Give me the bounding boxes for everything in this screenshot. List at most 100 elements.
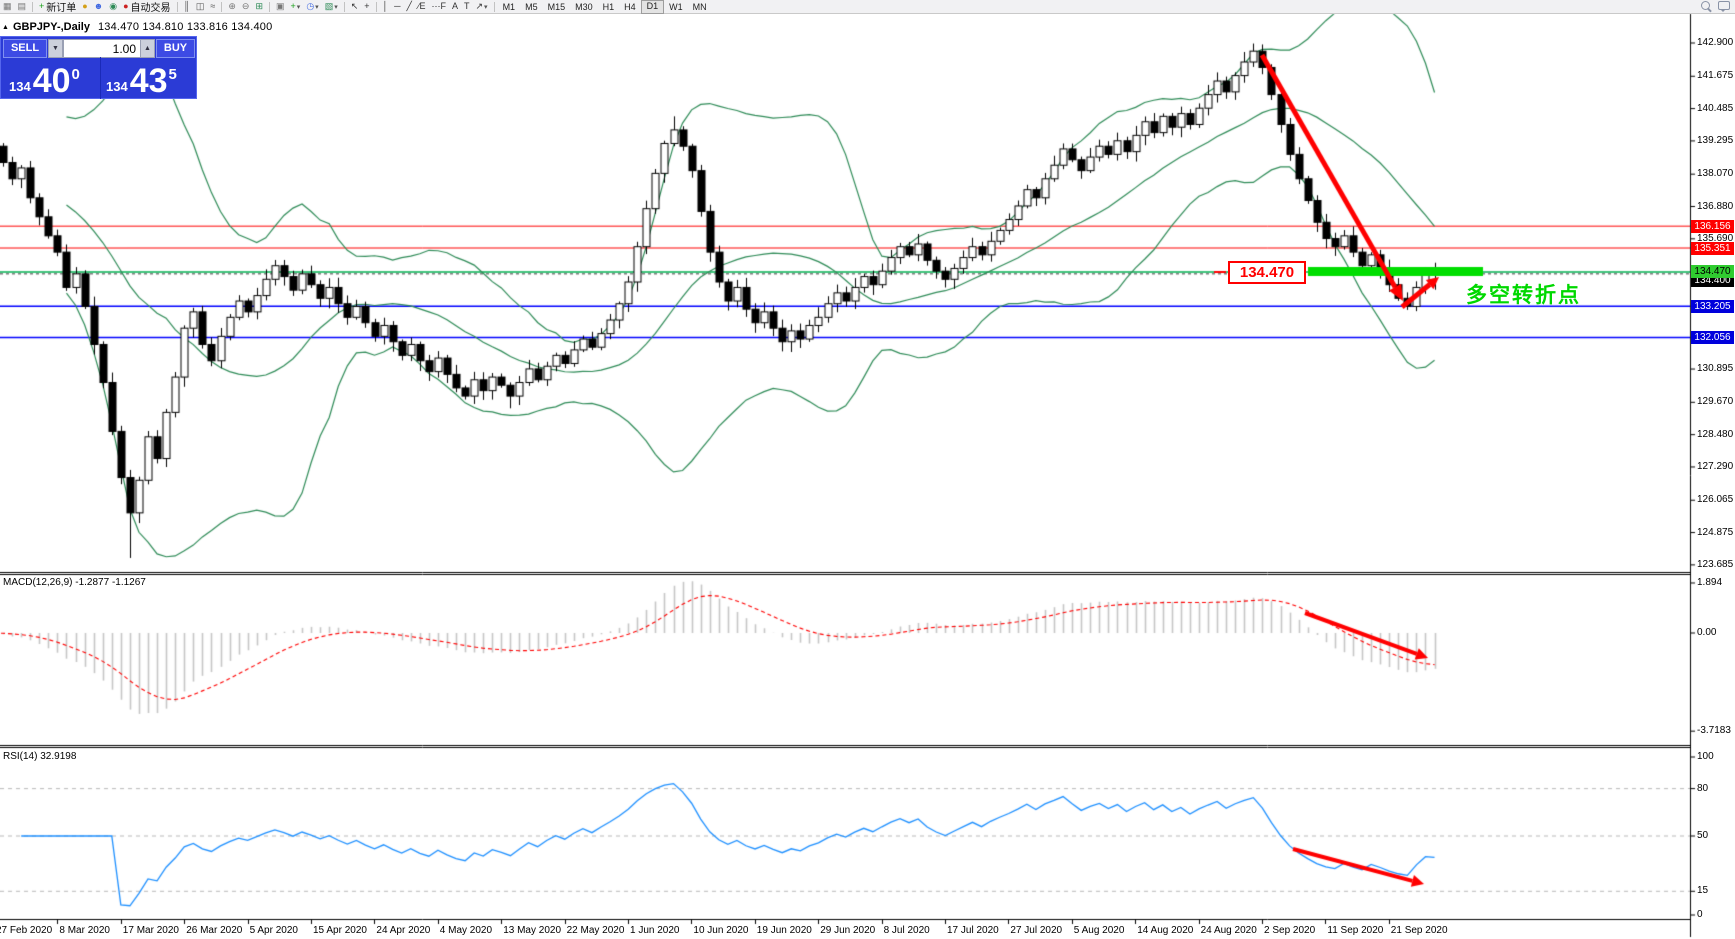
timeframe-m5[interactable]: M5 bbox=[525, 1, 538, 12]
price-tick-label: 126.065 bbox=[1697, 494, 1734, 506]
crosshair-tool-button[interactable]: + bbox=[361, 1, 372, 13]
volume-input[interactable] bbox=[63, 39, 141, 58]
price-tick-label: 129.670 bbox=[1697, 396, 1734, 408]
volume-increase-button[interactable]: ▲ bbox=[140, 39, 155, 58]
price-line-badge: 135.351 bbox=[1691, 241, 1734, 255]
timeframe-h4[interactable]: H4 bbox=[624, 1, 636, 12]
buy-button[interactable]: BUY bbox=[156, 39, 195, 58]
price-tick-label: 128.480 bbox=[1697, 428, 1734, 440]
sell-button[interactable]: SELL bbox=[3, 39, 47, 58]
toolbar-right bbox=[1701, 1, 1730, 12]
market-watch-button[interactable]: ● bbox=[79, 1, 90, 13]
arrows-tool-button[interactable]: ↗ ▾ bbox=[473, 1, 491, 13]
fibonacci-tool-button[interactable]: ⋯F bbox=[428, 1, 449, 13]
price-tick-label: 139.295 bbox=[1697, 134, 1734, 146]
chart-profiles-button[interactable]: ▤ bbox=[15, 1, 30, 13]
price-line-badge: 133.205 bbox=[1691, 299, 1734, 313]
date-axis-label: 29 Jun 2020 bbox=[820, 925, 876, 936]
rsi-axis-label: 50 bbox=[1697, 830, 1709, 841]
toolbar-separator bbox=[176, 1, 178, 12]
timeframe-h1[interactable]: H1 bbox=[602, 1, 615, 12]
auto-arrange-button[interactable]: ▣ bbox=[273, 1, 288, 13]
new-chart-button[interactable]: ▦ bbox=[0, 1, 15, 13]
text-tool-icon: A bbox=[451, 1, 458, 11]
trendline-tool-button[interactable]: ╱ bbox=[404, 1, 415, 13]
equidistant-channel-tool-button[interactable]: ∕E bbox=[415, 1, 429, 13]
chevron-down-icon: ▾ bbox=[484, 3, 488, 11]
sell-price[interactable]: 134 40 0 bbox=[9, 57, 80, 99]
indicators-button[interactable]: + ▾ bbox=[288, 1, 304, 13]
chart-ohlc-values: 134.470 134.810 133.816 134.400 bbox=[97, 21, 273, 33]
text-tool-button[interactable]: A bbox=[449, 1, 461, 13]
toolbar-separator bbox=[221, 1, 223, 12]
chevron-down-icon: ▾ bbox=[334, 3, 338, 11]
bar-chart-mode-button[interactable]: ║ bbox=[181, 1, 193, 13]
navigator-button[interactable]: ☻ bbox=[91, 1, 106, 13]
timeframe-w1[interactable]: W1 bbox=[669, 1, 683, 12]
rsi-indicator-label: RSI(14) 32.9198 bbox=[3, 751, 77, 762]
zoom-out-button[interactable]: ⊖ bbox=[239, 1, 253, 13]
signals-icon: ◉ bbox=[109, 1, 118, 11]
zoom-in-icon: ⊕ bbox=[228, 1, 236, 11]
templates-button[interactable]: ▧ ▾ bbox=[322, 1, 341, 13]
date-axis-label: 4 May 2020 bbox=[439, 925, 493, 936]
new-order-button[interactable]: + 新订单 bbox=[36, 1, 79, 14]
date-axis-label: 22 May 2020 bbox=[566, 925, 625, 936]
templates-icon: ▧ bbox=[324, 1, 334, 11]
cursor-tool-button[interactable]: ↖ bbox=[348, 1, 362, 13]
macd-axis-label: 1.894 bbox=[1697, 576, 1723, 588]
price-tick-label: 140.485 bbox=[1697, 102, 1734, 114]
indicators-icon: + bbox=[290, 1, 296, 11]
signals-button[interactable]: ◉ bbox=[106, 1, 120, 13]
horizontal-line-tool-button[interactable]: ─ bbox=[391, 1, 403, 13]
price-tick-label: 135.690 bbox=[1697, 232, 1734, 244]
macd-axis-label: -3.7183 bbox=[1697, 725, 1731, 737]
candlestick-mode-button[interactable]: ◫ bbox=[193, 1, 208, 13]
macd-axis-label: 0.00 bbox=[1697, 627, 1717, 638]
timeframe-m30[interactable]: M30 bbox=[575, 1, 593, 12]
date-axis-label: 1 Jun 2020 bbox=[630, 925, 680, 936]
chat-icon[interactable] bbox=[1718, 1, 1730, 12]
periods-button[interactable]: ◷ ▾ bbox=[303, 1, 321, 13]
price-tick-label: 130.895 bbox=[1697, 363, 1734, 375]
date-axis-label: 5 Aug 2020 bbox=[1073, 925, 1125, 936]
date-axis-label: 5 Apr 2020 bbox=[249, 925, 298, 936]
bar-chart-mode-icon: ║ bbox=[183, 1, 190, 11]
volume-decrease-button[interactable]: ▼ bbox=[48, 39, 63, 58]
price-tick-label: 127.290 bbox=[1697, 460, 1734, 472]
quote-panel-divider bbox=[100, 57, 101, 99]
tile-windows-button[interactable]: ⊞ bbox=[252, 1, 266, 13]
crosshair-tool-icon: + bbox=[364, 1, 370, 11]
date-axis-label: 2 Sep 2020 bbox=[1264, 925, 1316, 936]
buy-price-prefix: 134 bbox=[106, 79, 128, 94]
date-axis-label: 10 Jun 2020 bbox=[693, 925, 749, 936]
new-chart-icon: ▦ bbox=[3, 1, 12, 11]
chart-title-row: ▲ GBPJPY-,Daily 134.470 134.810 133.816 … bbox=[2, 21, 272, 33]
price-tick-label: 124.875 bbox=[1697, 526, 1734, 538]
zoom-out-icon: ⊖ bbox=[241, 1, 250, 11]
one-click-panel-toggle-icon[interactable]: ▲ bbox=[2, 23, 9, 31]
toolbar-separator bbox=[269, 1, 271, 12]
timeframe-m15[interactable]: M15 bbox=[547, 1, 566, 12]
line-chart-mode-icon: ≈ bbox=[210, 1, 216, 11]
price-line-badge: 134.470 bbox=[1691, 265, 1734, 279]
auto-trading-button[interactable]: ● 自动交易 bbox=[120, 1, 173, 14]
date-axis-label: 17 Jul 2020 bbox=[947, 925, 999, 936]
chevron-down-icon: ▾ bbox=[296, 3, 301, 11]
zoom-in-button[interactable]: ⊕ bbox=[225, 1, 239, 13]
timeframe-m1[interactable]: M1 bbox=[502, 1, 516, 12]
search-icon[interactable] bbox=[1701, 1, 1710, 10]
text-label-tool-button[interactable]: T bbox=[461, 1, 473, 13]
price-level-tag[interactable]: 134.470 bbox=[1228, 261, 1306, 284]
market-watch-icon: ● bbox=[82, 1, 88, 11]
buy-price[interactable]: 134 43 5 bbox=[106, 57, 177, 99]
line-chart-mode-button[interactable]: ≈ bbox=[207, 1, 218, 13]
date-axis-label: 19 Jun 2020 bbox=[756, 925, 812, 936]
price-tick-label: 141.675 bbox=[1697, 70, 1734, 82]
timeframe-mn[interactable]: MN bbox=[692, 1, 707, 12]
text-label-tool-icon: T bbox=[464, 1, 470, 11]
vertical-line-tool-button[interactable]: │ bbox=[380, 1, 392, 13]
timeframe-d1[interactable]: D1 bbox=[640, 0, 665, 14]
date-axis-label: 27 Jul 2020 bbox=[1010, 925, 1063, 936]
